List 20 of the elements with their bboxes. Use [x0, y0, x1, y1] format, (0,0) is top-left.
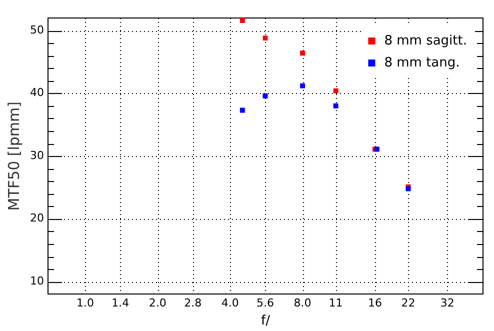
- y-tick-label: 30: [30, 148, 44, 162]
- y-axis-title: MTF50 [lpmm]: [4, 101, 23, 211]
- legend-label: 8 mm sagitt.: [384, 33, 468, 48]
- y-tick-label: 40: [30, 86, 44, 100]
- x-tick-label: 32: [440, 296, 454, 310]
- x-tick-label: 16: [368, 296, 382, 310]
- y-tick-label: 20: [30, 212, 44, 225]
- x-tick-label: 2.0: [148, 296, 166, 310]
- y-tick-label: 10: [30, 274, 44, 288]
- x-tick-label: 1.0: [76, 296, 94, 310]
- x-axis-title: f/: [261, 314, 271, 329]
- x-tick-label: 2.8: [184, 296, 202, 310]
- x-tick-label: 8.0: [294, 296, 312, 310]
- y-tick-label: 50: [30, 23, 44, 36]
- x-tick-label: 5.6: [256, 296, 274, 310]
- x-tick-label: 11: [328, 296, 343, 310]
- x-tick-label: 4.0: [221, 296, 239, 310]
- x-tick-label: 22: [401, 296, 416, 310]
- x-tick-label: 1.4: [112, 296, 130, 310]
- legend-label: 8 mm tang.: [384, 55, 460, 70]
